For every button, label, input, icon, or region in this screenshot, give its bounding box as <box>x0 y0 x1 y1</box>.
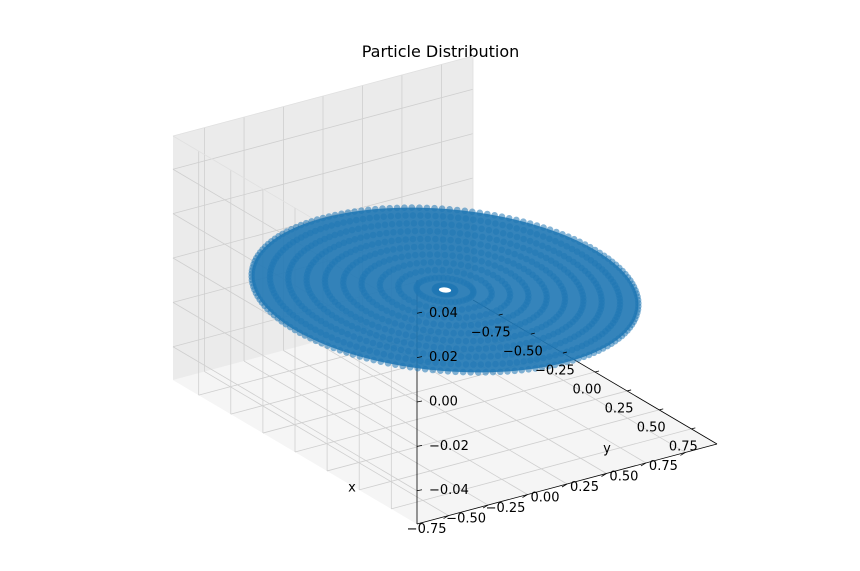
z-tick-label: −0.02 <box>429 439 469 454</box>
grid-line <box>172 302 418 447</box>
tick-mark <box>601 473 607 477</box>
tick-mark <box>482 504 489 509</box>
tick-mark <box>498 313 503 316</box>
y-tick-label: 0.25 <box>570 480 599 495</box>
tick-mark <box>443 515 449 519</box>
y-axis-label: y <box>603 442 611 457</box>
grid-line <box>172 133 474 215</box>
x-tick-label: 0.25 <box>605 401 634 416</box>
z-tick-label: 0.02 <box>429 350 458 365</box>
tick-mark <box>416 400 423 403</box>
tick-mark <box>416 489 423 492</box>
z-tick-label: −0.04 <box>429 483 469 498</box>
grid-line <box>243 360 489 506</box>
x-tick-label: −0.75 <box>471 326 511 341</box>
grid-line <box>204 371 449 516</box>
y-tick-label: −0.50 <box>446 512 486 527</box>
x-tick-label: 0.00 <box>573 383 602 398</box>
tick-mark <box>416 444 423 447</box>
y-tick-label: 0.00 <box>531 491 560 506</box>
x-tick-label: −0.50 <box>503 345 543 360</box>
tick-mark <box>691 427 696 430</box>
tick-mark <box>416 311 423 314</box>
tick-mark <box>680 452 686 456</box>
tick-marks <box>416 311 696 519</box>
x-tick-label: 0.75 <box>669 439 698 454</box>
x-tick-label: −0.25 <box>535 364 575 379</box>
tick-mark <box>640 462 647 467</box>
y-tick-label: −0.25 <box>486 501 526 516</box>
tick-mark <box>659 408 664 411</box>
grid-line <box>322 339 568 485</box>
x-axis-label: x <box>348 481 356 496</box>
disk-hole <box>438 287 452 293</box>
grid-line <box>283 350 528 495</box>
tick-labels: −0.75−0.50−0.250.000.250.500.75−0.75−0.5… <box>348 306 698 537</box>
tick-mark <box>594 370 600 373</box>
tick-mark <box>522 494 528 498</box>
y-tick-label: −0.75 <box>407 522 447 537</box>
z-tick-label: 0.04 <box>429 306 458 321</box>
grid-line <box>172 346 418 492</box>
tick-mark <box>416 356 423 359</box>
y-tick-label: 0.50 <box>609 469 638 484</box>
tick-mark <box>561 483 568 488</box>
x-tick-label: 0.50 <box>637 420 666 435</box>
y-tick-label: 0.75 <box>649 459 678 474</box>
tick-mark <box>627 389 632 392</box>
data-points <box>248 204 642 376</box>
tick-mark <box>530 332 535 335</box>
tick-mark <box>562 351 567 354</box>
grid-line <box>172 88 474 170</box>
z-tick-label: 0.00 <box>429 395 458 410</box>
chart-title: Particle Distribution <box>361 42 520 61</box>
pane-edge <box>172 55 474 137</box>
